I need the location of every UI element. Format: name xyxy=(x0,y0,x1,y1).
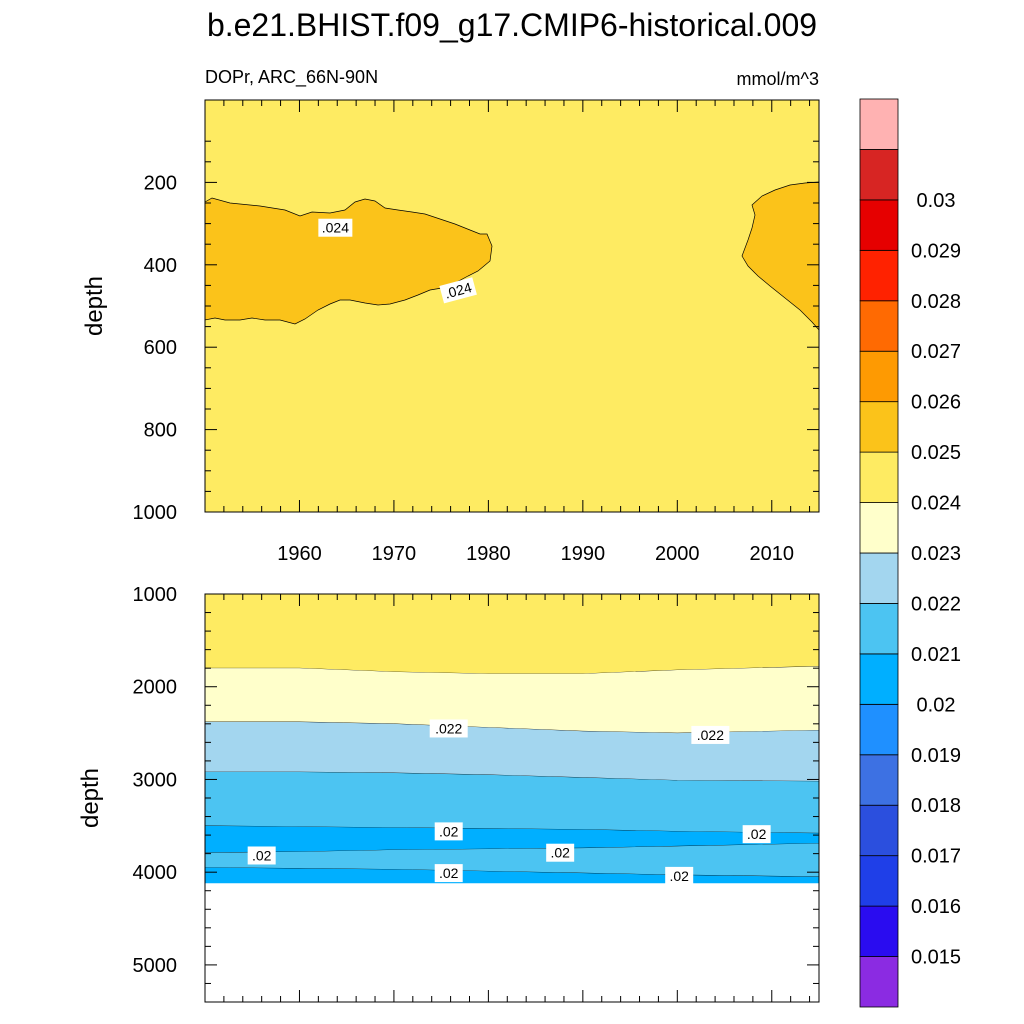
colorbar-swatch xyxy=(859,98,899,150)
colorbar-swatch xyxy=(859,905,899,957)
upper-y-tick-label: 400 xyxy=(144,255,177,277)
lower-y-tick-label: 4000 xyxy=(133,862,178,884)
colorbar-swatch xyxy=(859,703,899,756)
colorbar-swatch xyxy=(859,300,899,352)
lower-contour-label: .02 xyxy=(546,843,575,862)
colorbar-swatch xyxy=(859,451,899,503)
contour-label-box xyxy=(434,822,463,841)
colorbar-swatch xyxy=(859,603,899,655)
colorbar-label: 0.015 xyxy=(911,947,961,969)
colorbar-swatch xyxy=(859,653,899,705)
contour-label-box xyxy=(665,866,694,885)
x-tick-label: 1960 xyxy=(277,543,322,565)
upper-y-tick-label: 800 xyxy=(144,420,177,442)
contour-label-text: .02 xyxy=(439,823,459,839)
colorbar-label: 0.028 xyxy=(911,291,961,313)
contour-label-box xyxy=(691,725,730,744)
chart-title: b.e21.BHIST.f09_g17.CMIP6-historical.009 xyxy=(207,7,817,43)
lower-band-fill xyxy=(205,772,819,834)
units-label: mmol/m^3 xyxy=(737,69,819,89)
x-tick-label: 1970 xyxy=(372,543,417,565)
upper-y-tick-label: 600 xyxy=(144,337,177,359)
contour-label-box xyxy=(742,825,771,844)
lower-band-fill xyxy=(205,721,819,782)
colorbar-swatch xyxy=(859,502,899,554)
upper-contour-label: .024 xyxy=(318,218,353,237)
x-tick-label: 1990 xyxy=(561,543,606,565)
lower-band-fill xyxy=(205,666,819,734)
variable-label: DOPr, ARC_66N-90N xyxy=(205,67,378,88)
colorbar-label: 0.018 xyxy=(911,795,961,817)
colorbar-swatch xyxy=(859,199,899,251)
contour-label-text: .024 xyxy=(443,279,474,302)
colorbar-swatch xyxy=(859,552,899,604)
lower-contour-label: .022 xyxy=(429,719,468,738)
lower-y-axis-label: depth xyxy=(77,768,104,828)
colorbar-label: 0.021 xyxy=(911,644,961,666)
lower-contour-label: .02 xyxy=(247,846,276,865)
contour-label-box xyxy=(546,843,575,862)
colorbar-label: 0.03 xyxy=(917,190,956,212)
x-tick-label: 1980 xyxy=(466,543,511,565)
upper-contour-label: .024 xyxy=(439,277,477,304)
colorbar-label: 0.023 xyxy=(911,543,961,565)
contour-label-text: .022 xyxy=(697,727,724,743)
colorbar-label: 0.025 xyxy=(911,442,961,464)
upper-y-tick-label: 200 xyxy=(144,172,177,194)
colorbar-swatch xyxy=(859,855,899,907)
lower-y-tick-label: 2000 xyxy=(133,677,178,699)
colorbar-label: 0.024 xyxy=(911,493,961,515)
contour-label-box xyxy=(247,846,276,865)
colorbar-swatch xyxy=(859,401,899,453)
contour-label-box xyxy=(429,719,468,738)
lower-y-tick-label: 3000 xyxy=(133,769,178,791)
lower-band-fill xyxy=(205,825,819,853)
lower-contour-label: .022 xyxy=(691,725,730,744)
contour-label-box xyxy=(434,864,463,883)
x-tick-label: 2010 xyxy=(750,543,795,565)
colorbar-label: 0.019 xyxy=(911,745,961,767)
contour-label-box xyxy=(318,218,353,237)
upper-right-lobe xyxy=(741,181,820,331)
colorbar-label: 0.022 xyxy=(911,593,961,615)
colorbar-label: 0.027 xyxy=(911,341,961,363)
x-tick-label: 2000 xyxy=(655,543,700,565)
colorbar-swatch xyxy=(859,249,899,302)
colorbar-label: 0.016 xyxy=(911,896,961,918)
colorbar-swatch xyxy=(859,804,899,857)
colorbar-label: 0.026 xyxy=(911,392,961,414)
colorbar-swatch xyxy=(859,956,899,1008)
colorbar-label: 0.02 xyxy=(917,694,956,716)
contour-label-text: .024 xyxy=(322,220,349,236)
lower-contour-label: .02 xyxy=(434,864,463,883)
lower-contour-label: .02 xyxy=(434,822,463,841)
colorbar-swatch xyxy=(859,350,899,403)
contour-label-text: .02 xyxy=(669,868,689,884)
colorbar: 0.015 0.016 0.017 0.018 0.019 0.02 0.021 0.022 0… xyxy=(859,98,961,1008)
colorbar-label: 0.029 xyxy=(911,240,961,262)
upper-y-tick-label: 1000 xyxy=(133,502,178,524)
contour-label-text: .02 xyxy=(747,826,767,842)
contour-label-text: .022 xyxy=(435,720,462,736)
contour-label-text: .02 xyxy=(252,847,272,863)
lower-contour-label: .02 xyxy=(742,825,771,844)
contour-label-text: .02 xyxy=(439,865,459,881)
lower-band-fill xyxy=(205,594,819,674)
lower-panel: .022 .022 .02 .02 .02 .02 .02 .02 1000 2000 3000 40… xyxy=(77,584,820,1003)
upper-y-axis-label: depth xyxy=(81,276,108,336)
contour-label-text: .02 xyxy=(550,845,570,861)
lower-y-tick-label: 1000 xyxy=(133,584,178,606)
upper-panel: .024 .024 200 400 600 800 1000 depth 1960 1970 198… xyxy=(81,99,820,565)
colorbar-swatch xyxy=(859,754,899,806)
colorbar-label: 0.017 xyxy=(911,846,961,868)
lower-y-tick-label: 5000 xyxy=(133,955,178,977)
lower-contour-label: .02 xyxy=(665,866,694,885)
contour-label-box xyxy=(439,277,477,304)
colorbar-swatch xyxy=(859,149,899,201)
